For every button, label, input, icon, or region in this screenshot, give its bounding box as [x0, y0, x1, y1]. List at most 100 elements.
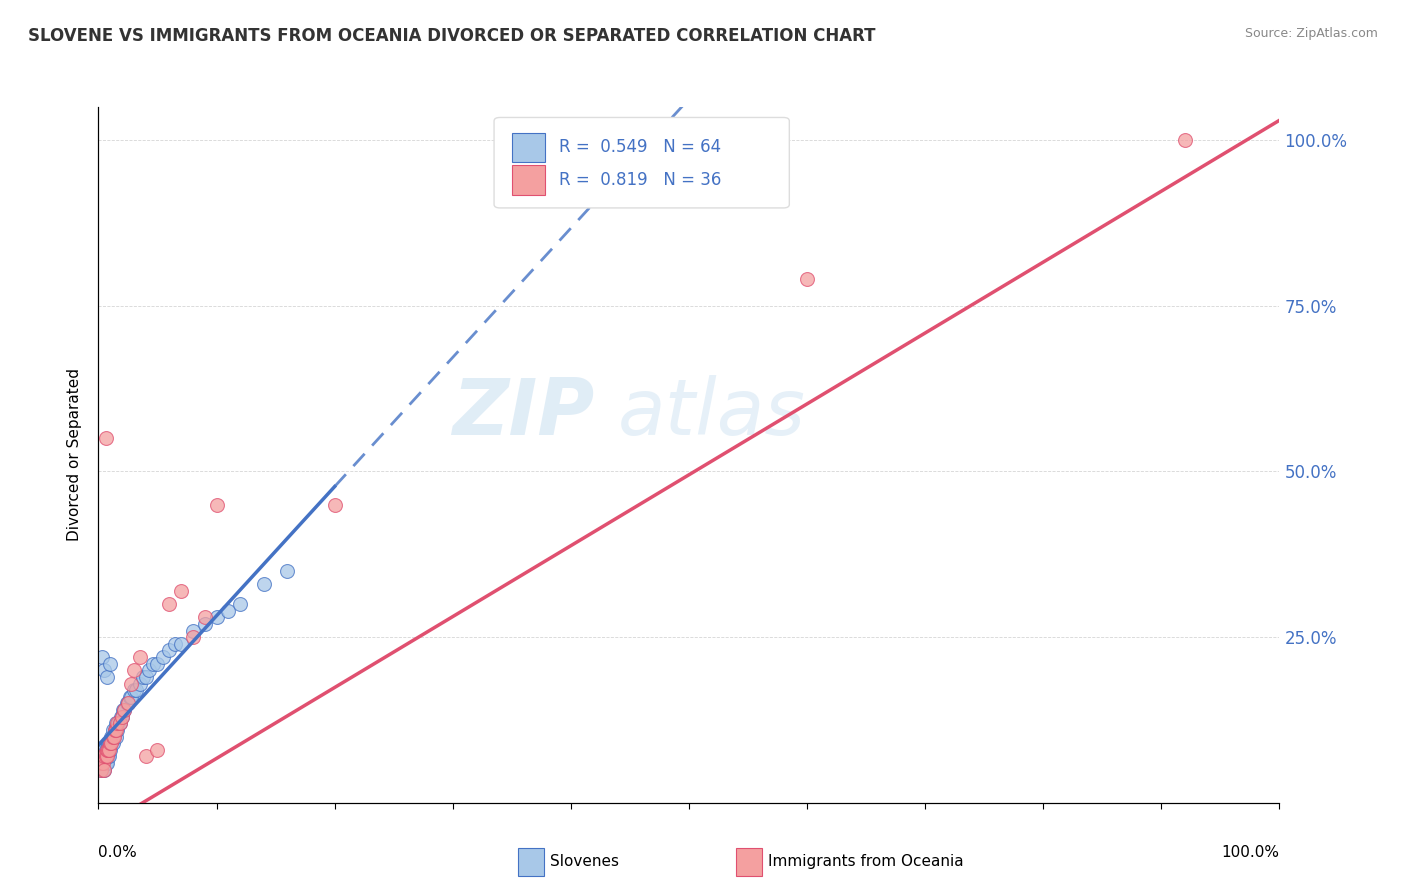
Point [94, 749, 117, 764]
Point [100, 736, 122, 750]
Point [135, 670, 157, 684]
Text: ZIP: ZIP [453, 376, 595, 451]
Point [105, 723, 128, 737]
Point [103, 730, 125, 744]
Point [93, 756, 115, 770]
Point [170, 583, 193, 598]
Point [121, 676, 143, 690]
Point [146, 743, 169, 757]
Point [111, 709, 134, 723]
Point [98, 736, 121, 750]
Point [91, 749, 114, 764]
Point [165, 637, 187, 651]
Point [94, 749, 117, 764]
Point [96, 749, 118, 764]
Point [112, 703, 135, 717]
Point [101, 730, 124, 744]
Point [122, 683, 145, 698]
Point [157, 597, 180, 611]
Point [90, 763, 112, 777]
Bar [517, 848, 544, 876]
Point [135, 749, 157, 764]
Point [98, 736, 121, 750]
Point [93, 763, 115, 777]
Point [98, 743, 121, 757]
Point [98, 736, 121, 750]
Point [97, 743, 120, 757]
Point [91, 749, 114, 764]
Point [96, 670, 118, 684]
Point [115, 697, 138, 711]
Point [276, 564, 298, 578]
Point [181, 630, 204, 644]
Point [205, 498, 228, 512]
Point [93, 743, 115, 757]
Point [112, 703, 135, 717]
Point [110, 709, 132, 723]
Point [128, 650, 150, 665]
Point [96, 743, 118, 757]
Point [142, 657, 165, 671]
Point [97, 736, 120, 750]
Point [91, 756, 114, 770]
Bar [737, 848, 762, 876]
Point [146, 657, 169, 671]
Point [117, 697, 139, 711]
FancyBboxPatch shape [494, 118, 789, 208]
Point [96, 743, 118, 757]
Point [98, 743, 121, 757]
Point [108, 716, 131, 731]
Point [98, 749, 121, 764]
Text: R =  0.549   N = 64: R = 0.549 N = 64 [560, 138, 721, 156]
Point [181, 624, 204, 638]
Point [120, 690, 142, 704]
Point [94, 756, 117, 770]
Text: 0.0%: 0.0% [98, 845, 138, 860]
Point [90, 763, 112, 777]
Point [108, 716, 131, 731]
Y-axis label: Divorced or Separated: Divorced or Separated [67, 368, 83, 541]
Point [1174, 133, 1197, 147]
Point [100, 736, 122, 750]
Text: R =  0.819   N = 36: R = 0.819 N = 36 [560, 171, 721, 189]
Point [796, 272, 818, 286]
Bar [512, 133, 546, 162]
Point [96, 749, 118, 764]
Text: Source: ZipAtlas.com: Source: ZipAtlas.com [1244, 27, 1378, 40]
Point [104, 723, 127, 737]
Point [107, 716, 129, 731]
Point [125, 683, 148, 698]
Point [132, 670, 155, 684]
Point [93, 749, 115, 764]
Point [105, 716, 128, 731]
Point [91, 650, 114, 665]
Point [97, 743, 120, 757]
Point [170, 637, 193, 651]
Point [94, 743, 117, 757]
Point [128, 676, 150, 690]
Point [194, 616, 217, 631]
Text: Immigrants from Oceania: Immigrants from Oceania [768, 855, 963, 870]
Point [152, 650, 174, 665]
Point [91, 749, 114, 764]
Point [253, 577, 276, 591]
Point [98, 657, 121, 671]
Point [323, 498, 346, 512]
Text: Slovenes: Slovenes [550, 855, 619, 870]
Point [93, 663, 115, 677]
Point [101, 723, 124, 737]
Bar [512, 166, 546, 194]
Point [117, 697, 139, 711]
Point [101, 736, 124, 750]
Point [105, 716, 128, 731]
Point [217, 604, 239, 618]
Point [138, 663, 160, 677]
Point [121, 690, 143, 704]
Point [97, 749, 120, 764]
Point [100, 730, 122, 744]
Point [104, 723, 127, 737]
Point [96, 756, 118, 770]
Point [94, 431, 117, 445]
Text: SLOVENE VS IMMIGRANTS FROM OCEANIA DIVORCED OR SEPARATED CORRELATION CHART: SLOVENE VS IMMIGRANTS FROM OCEANIA DIVOR… [28, 27, 876, 45]
Point [229, 597, 252, 611]
